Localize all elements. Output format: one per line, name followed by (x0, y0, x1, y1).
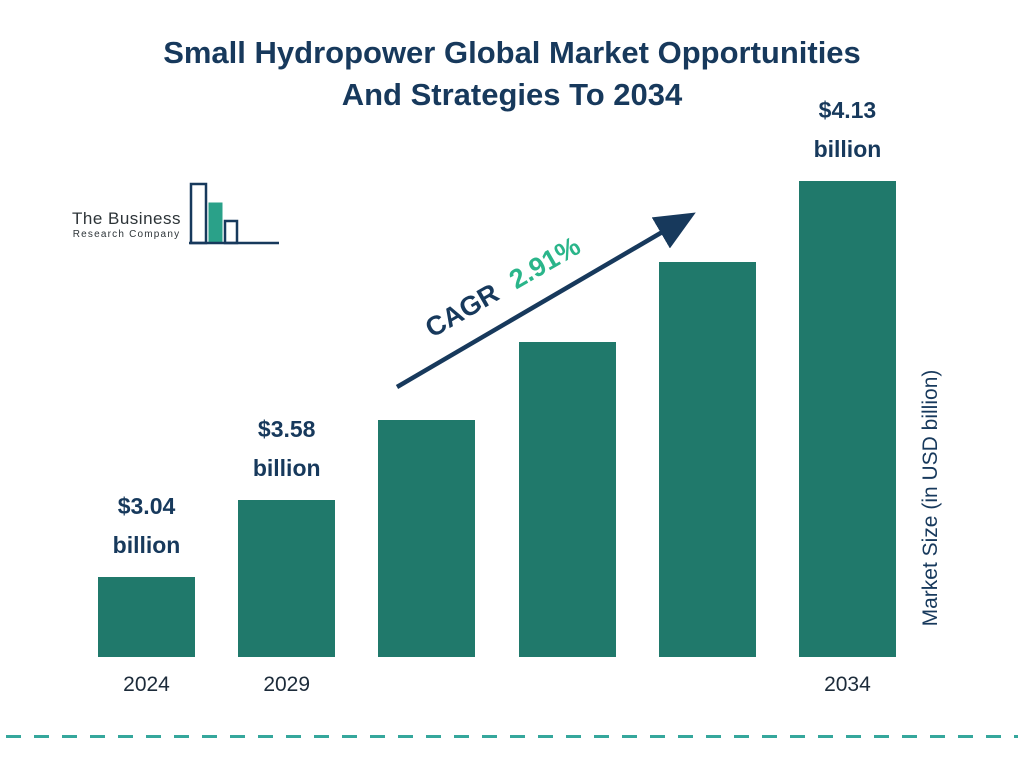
bar-column (378, 181, 476, 657)
bar-value-label: $3.58 billion (217, 410, 357, 488)
bar (658, 262, 756, 657)
page-title-line-2: And Strategies To 2034 (341, 76, 683, 112)
page-title: Small Hydropower Global Market Opportuni… (0, 32, 1024, 116)
bar-chart: $3.04 billion 2024 $3.58 billion 2029 $4.13 bil… (98, 97, 896, 696)
logo-text: The Business Research Company (72, 209, 181, 246)
bar-value-label: $3.04 billion (77, 487, 217, 565)
x-axis-tick-label: 2034 (824, 673, 871, 696)
bottom-dashed-divider (6, 735, 1018, 738)
bar (378, 420, 476, 657)
bar-value-unit: billion (112, 531, 181, 558)
bar-value-unit: billion (252, 454, 321, 481)
logo-name-line-1: The Business (72, 209, 181, 228)
bar-value-amount: $3.58 (257, 415, 316, 442)
bar-column: $4.13 billion 2034 (798, 97, 896, 696)
company-logo: The Business Research Company (72, 182, 281, 246)
page-title-line-1: Small Hydropower Global Market Opportuni… (163, 35, 861, 70)
bar-value-amount: $4.13 (818, 96, 877, 123)
bar (238, 500, 336, 657)
bar (798, 181, 896, 657)
x-axis-tick-label: 2029 (263, 673, 311, 696)
bar-column (518, 181, 616, 657)
logo-bar-chart-icon (189, 182, 279, 245)
bar-column: $3.04 billion 2024 (98, 181, 195, 696)
x-axis-tick-label: 2024 (123, 673, 170, 696)
bar-column (658, 181, 756, 657)
bar-value-amount: $3.04 (117, 492, 176, 519)
bar-value-unit: billion (813, 135, 882, 162)
bar-value-label: $4.13 billion (777, 91, 917, 169)
logo-name-line-2: Research Company (72, 229, 181, 240)
bar (518, 342, 616, 657)
bar (98, 577, 195, 657)
y-axis-label: Market Size (in USD billion) (919, 369, 942, 627)
bar-column: $3.58 billion 2029 (238, 181, 336, 696)
